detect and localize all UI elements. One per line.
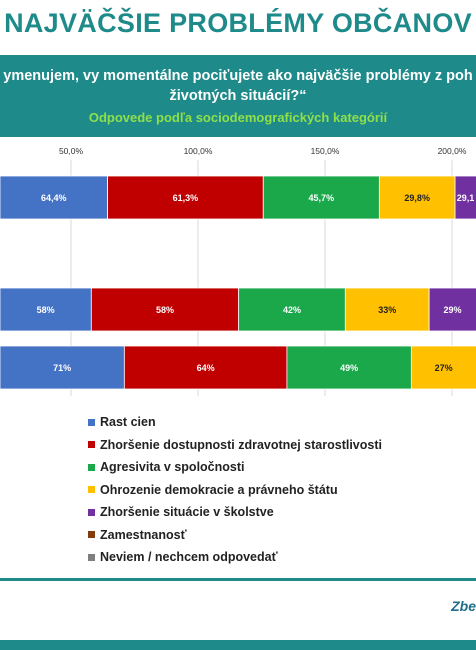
bar-segment xyxy=(107,175,264,220)
data-label: 29,1 xyxy=(457,193,475,203)
data-label: 49% xyxy=(340,363,358,373)
bar-segment xyxy=(378,175,456,220)
legend-swatch xyxy=(88,486,95,494)
x-tick-label: 50,0% xyxy=(59,146,84,156)
legend-swatch xyxy=(88,553,95,561)
question-subtitle: Odpovede podľa sociodemografických kateg… xyxy=(88,110,388,125)
bar-segment xyxy=(238,287,346,332)
data-label: 61,3% xyxy=(173,193,199,203)
legend-label: Zhoršenie situácie v školstve xyxy=(100,505,274,520)
legend-swatch xyxy=(88,508,95,516)
title-rule xyxy=(0,55,476,58)
bar-segment xyxy=(0,287,92,332)
legend-item: Ohrozenie demokracie a právneho štátu xyxy=(88,479,382,502)
question-banner: ymenujem, vy momentálne pociťujete ako n… xyxy=(0,58,476,134)
legend-item: Zamestnanosť xyxy=(88,524,382,547)
legend-swatch xyxy=(88,441,95,449)
data-label: 27% xyxy=(435,363,453,373)
legend-swatch xyxy=(88,463,95,471)
legend-item: Zhoršenie situácie v školstve xyxy=(88,501,382,524)
data-label: 58% xyxy=(156,305,174,315)
data-label: 42% xyxy=(283,305,301,315)
bottom-band xyxy=(0,640,476,650)
legend-item: Neviem / nechcem odpovedať xyxy=(88,546,382,569)
bar-segment xyxy=(454,175,476,220)
bar-segment xyxy=(0,175,108,220)
bar-segment xyxy=(410,345,476,390)
legend-item: Agresivita v spoločnosti xyxy=(88,456,382,479)
stacked-bar-chart: 50,0% 100,0% 150,0% 200,0% 64,4% 61,3% 45,7% 29… xyxy=(0,146,476,396)
footer-text: Zbe xyxy=(451,598,476,614)
bar-segment xyxy=(0,345,125,390)
data-label: 33% xyxy=(378,305,396,315)
x-tick-label: 200,0% xyxy=(438,146,467,156)
legend-label: Neviem / nechcem odpovedať xyxy=(100,550,278,565)
legend-item: Rast cien xyxy=(88,411,382,434)
legend-swatch xyxy=(88,531,95,539)
chart-legend: Rast cien Zhoršenie dostupnosti zdravotne… xyxy=(88,411,382,569)
bar-segment xyxy=(123,345,288,390)
bar-segment xyxy=(344,287,430,332)
question-line-2: životných situácií?“ xyxy=(169,88,307,104)
data-label: 64,4% xyxy=(41,193,67,203)
legend-label: Zhoršenie dostupnosti zdravotnej starost… xyxy=(100,437,382,452)
x-tick-label: 100,0% xyxy=(184,146,213,156)
data-label: 58% xyxy=(37,305,55,315)
data-label: 71% xyxy=(53,363,71,373)
question-rule xyxy=(0,134,476,137)
legend-label: Rast cien xyxy=(100,415,156,430)
legend-item: Zhoršenie dostupnosti zdravotnej starost… xyxy=(88,434,382,457)
legend-label: Zamestnanosť xyxy=(100,527,187,542)
footer-rule xyxy=(0,578,476,581)
legend-label: Agresivita v spoločnosti xyxy=(100,460,245,475)
data-label: 29,8% xyxy=(404,193,430,203)
bar-segment xyxy=(428,287,476,332)
question-line-1: ymenujem, vy momentálne pociťujete ako n… xyxy=(3,68,473,84)
bar-segment xyxy=(262,175,380,220)
data-label: 45,7% xyxy=(309,193,335,203)
legend-swatch xyxy=(88,418,95,426)
data-label: 64% xyxy=(197,363,215,373)
legend-label: Ohrozenie demokracie a právneho štátu xyxy=(100,482,338,497)
data-label: 29% xyxy=(444,305,462,315)
title-bar: NAJVÄČŠIE PROBLÉMY OBČANOV xyxy=(0,0,476,57)
x-tick-label: 150,0% xyxy=(311,146,340,156)
bar-segment xyxy=(90,287,240,332)
page-title: NAJVÄČŠIE PROBLÉMY OBČANOV xyxy=(4,8,472,38)
